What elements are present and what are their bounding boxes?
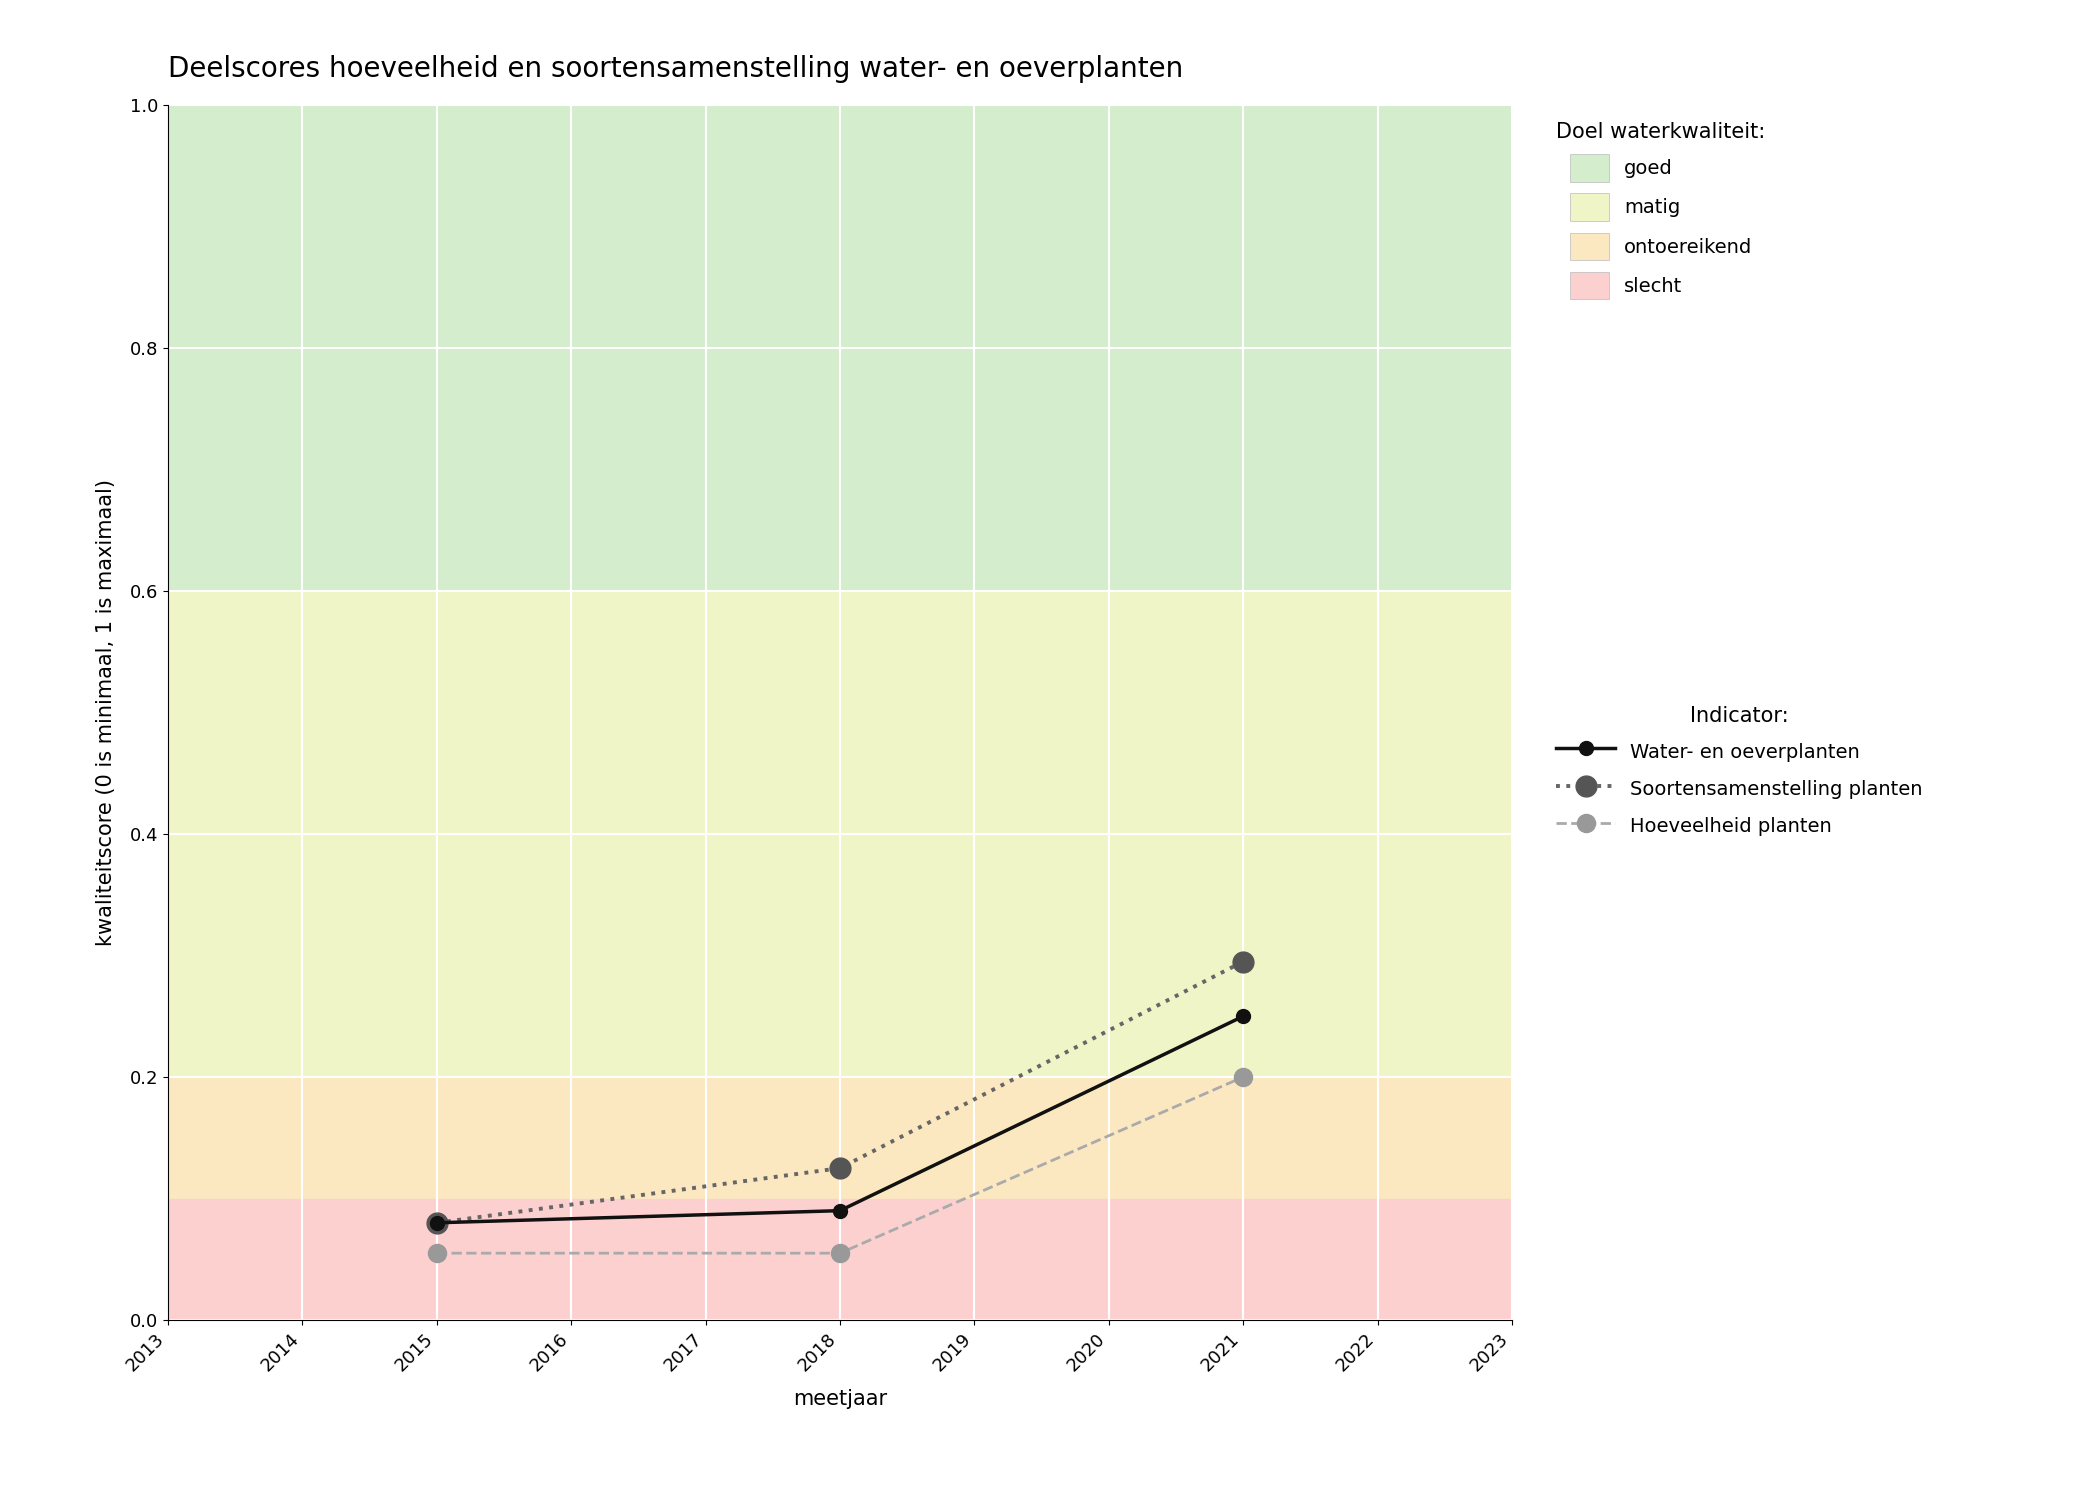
- Bar: [168, 1198, 1512, 1320]
- Bar: [168, 591, 1512, 1077]
- Y-axis label: kwaliteitscore (0 is minimaal, 1 is maximaal): kwaliteitscore (0 is minimaal, 1 is maxi…: [97, 478, 116, 946]
- X-axis label: meetjaar: meetjaar: [794, 1389, 886, 1408]
- Bar: [168, 105, 1512, 591]
- Bar: [168, 1077, 1512, 1198]
- Text: Deelscores hoeveelheid en soortensamenstelling water- en oeverplanten: Deelscores hoeveelheid en soortensamenst…: [168, 56, 1182, 82]
- Legend: Water- en oeverplanten, Soortensamenstelling planten, Hoeveelheid planten: Water- en oeverplanten, Soortensamenstel…: [1548, 698, 1930, 846]
